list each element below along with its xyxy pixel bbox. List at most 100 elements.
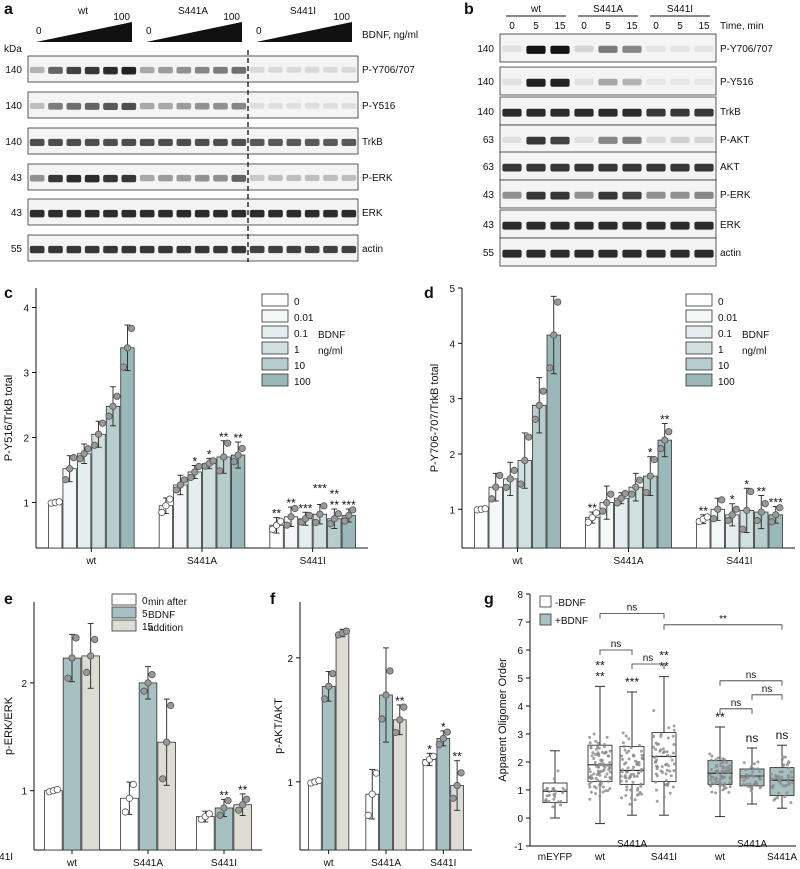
mw-marker: 140: [5, 137, 22, 148]
data-point: [728, 776, 732, 780]
data-point: [711, 781, 715, 785]
data-point: [345, 511, 353, 520]
data-point: [777, 791, 781, 795]
legend-label: 0.1: [294, 329, 308, 340]
blot-band: [121, 245, 137, 254]
data-point: [743, 768, 747, 772]
mw-marker: 55: [483, 248, 495, 259]
data-point: [556, 800, 560, 804]
data-point: [159, 775, 167, 783]
data-point: [715, 776, 719, 780]
data-point: [727, 769, 731, 773]
bracket-label: **: [719, 614, 727, 625]
data-point: [708, 752, 712, 756]
data-point: [72, 634, 80, 642]
data-point: [561, 786, 565, 790]
data-point: [728, 511, 736, 519]
y-tick-label: -1: [514, 842, 523, 853]
data-point: [556, 769, 560, 773]
blot-band: [66, 174, 82, 183]
data-point: [671, 785, 675, 789]
data-point: [781, 755, 785, 759]
mw-marker: 140: [477, 77, 494, 88]
y-tick-label: 8: [517, 590, 523, 601]
blot-band: [231, 138, 247, 147]
blot-band: [550, 249, 570, 258]
blot-band: [574, 249, 594, 258]
data-point: [545, 794, 549, 798]
blot-band: [103, 66, 118, 75]
y-tick-label: 6: [517, 646, 523, 657]
blot-band: [48, 138, 63, 147]
time-label: Time, min: [720, 21, 764, 32]
data-point: [187, 473, 195, 482]
data-point: [604, 789, 608, 793]
chart-e: e 1 2 p-ERK/ERK wt S441A S441I ** ** 0 5 15 min afte…: [3, 591, 262, 869]
data-point: [109, 402, 117, 410]
y-tick-label: 2: [287, 654, 293, 665]
data-point: [599, 507, 607, 515]
data-point: [771, 786, 775, 790]
data-point: [603, 765, 607, 769]
data-point: [597, 754, 601, 758]
data-point: [589, 777, 593, 781]
data-point: [773, 774, 777, 778]
data-point: [714, 505, 722, 513]
blot-band: [29, 66, 45, 74]
mw-marker: 43: [483, 220, 495, 231]
data-point: [638, 743, 642, 747]
blot-row-label: actin: [362, 244, 383, 255]
data-point: [238, 444, 246, 453]
data-point: [721, 769, 725, 773]
legend-label: 100: [294, 377, 311, 388]
significance-mark: *: [648, 446, 653, 460]
blot-band: [249, 66, 265, 73]
data-point: [80, 450, 88, 458]
blot-band: [526, 136, 546, 145]
blot-band: [268, 209, 283, 218]
mw-marker: 43: [11, 208, 23, 219]
data-point: [783, 755, 787, 759]
mw-marker: 43: [11, 173, 23, 184]
legend-caption: ng/ml: [742, 346, 766, 357]
data-point: [726, 765, 730, 769]
y-tick-label: 2: [21, 679, 27, 690]
blot-band: [66, 102, 82, 110]
x-tick-label: wt: [85, 556, 96, 567]
blot-band: [249, 138, 265, 146]
data-point: [588, 735, 592, 739]
y-tick-label: 2: [23, 434, 29, 445]
blot-band: [231, 66, 247, 74]
data-point: [667, 764, 671, 768]
group-label: S441I: [290, 6, 316, 17]
data-point: [732, 505, 740, 513]
data-point: [625, 770, 629, 774]
data-point: [547, 799, 551, 803]
blot-band: [670, 191, 690, 199]
y-tick-label: 5: [517, 674, 523, 685]
data-point: [68, 654, 76, 662]
significance-mark: ***: [313, 481, 327, 495]
blot-band: [213, 66, 228, 74]
blot-band: [502, 136, 522, 144]
data-point: [502, 483, 510, 491]
y-tick-label: 2: [517, 758, 523, 769]
data-point: [747, 487, 755, 496]
legend-swatch: [539, 595, 552, 608]
data-point: [119, 363, 128, 371]
blot-band: [121, 138, 137, 147]
data-point: [619, 796, 623, 800]
x-tick-label: wt: [323, 858, 334, 869]
blot-row-label: P-Y706/707: [720, 44, 773, 55]
blot-band: [598, 108, 618, 117]
significance-mark: ***: [625, 675, 639, 689]
data-point: [148, 671, 156, 679]
data-point: [127, 324, 136, 333]
bracket-label: ns: [627, 603, 638, 614]
data-point: [635, 762, 639, 766]
data-point: [742, 783, 746, 787]
blot-row-label: P-ERK: [362, 173, 393, 184]
data-point: [786, 773, 790, 777]
blot-band: [622, 78, 642, 86]
